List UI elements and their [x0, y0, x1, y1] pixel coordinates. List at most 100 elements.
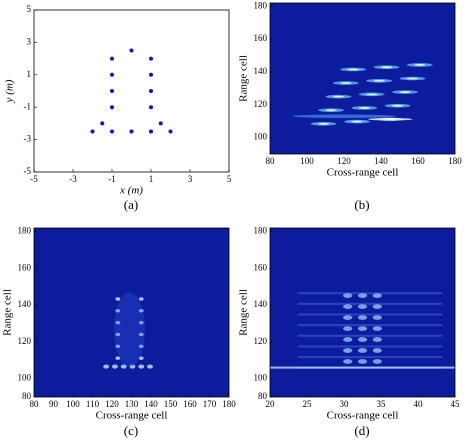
- image-blob: [112, 364, 118, 369]
- x-tick-label: -5: [30, 174, 38, 184]
- x-tick-label: 45: [451, 399, 461, 409]
- image-blob: [357, 348, 368, 353]
- y-tick-label: -1: [24, 101, 32, 111]
- image-blob: [373, 79, 385, 82]
- x-tick-label: 20: [266, 399, 276, 409]
- x-tick-label: 90: [49, 399, 59, 409]
- image-blob: [351, 120, 363, 123]
- image-blob: [357, 304, 368, 309]
- x-tick-label: -3: [69, 174, 77, 184]
- point: [149, 89, 153, 93]
- x-tick-label: 160: [183, 399, 197, 409]
- image-band: [297, 292, 443, 295]
- y-tick-label: 180: [18, 226, 32, 236]
- image-blob: [372, 304, 382, 309]
- x-axis-label: x (m): [119, 185, 143, 197]
- image-background: [270, 228, 455, 397]
- image-blob: [392, 104, 404, 107]
- image-content: [292, 63, 433, 126]
- image-band: [297, 313, 443, 316]
- x-tick-label: 1: [149, 174, 154, 184]
- x-tick-label: 160: [411, 156, 425, 166]
- image-blob: [372, 337, 382, 342]
- x-tick-label: 35: [377, 399, 387, 409]
- image-blob: [372, 348, 382, 353]
- y-tick-label: 80: [258, 391, 268, 401]
- point: [90, 129, 95, 134]
- y-axis-label: Range cell: [238, 55, 250, 102]
- x-axis-label: Cross-range cell: [327, 410, 399, 422]
- image-blob: [399, 91, 411, 93]
- image-blob: [292, 114, 396, 119]
- image-blob: [358, 107, 370, 109]
- image-blob: [115, 332, 121, 337]
- image-blob: [372, 315, 382, 320]
- x-tick-label: 30: [340, 399, 350, 409]
- image-blob: [103, 364, 110, 369]
- y-tick-label: 120: [254, 99, 268, 109]
- panel-caption: (a): [124, 197, 138, 212]
- image-blob: [115, 320, 121, 325]
- y-tick-label: -5: [24, 166, 32, 176]
- image-blob: [357, 337, 368, 342]
- image-band: [297, 324, 443, 327]
- y-tick-label: 180: [254, 226, 268, 236]
- point: [110, 72, 114, 77]
- plot-frame: [269, 227, 456, 398]
- y-tick-label: 160: [254, 262, 268, 272]
- point: [110, 56, 114, 61]
- point: [110, 129, 114, 134]
- y-axis-label: y (m): [4, 79, 16, 103]
- x-tick-label: 140: [144, 399, 158, 409]
- panel-caption: (b): [354, 197, 369, 212]
- image-band: [297, 345, 443, 348]
- x-tick-label: 120: [105, 399, 119, 409]
- plot-frame: [269, 2, 456, 155]
- x-tick-label: 100: [66, 399, 80, 409]
- image-blob: [318, 122, 330, 125]
- point: [149, 72, 153, 77]
- image-blob: [113, 292, 146, 367]
- x-tick-label: 40: [414, 399, 424, 409]
- image-blob: [138, 364, 145, 369]
- image-blob: [115, 344, 121, 348]
- x-tick-label: 5: [227, 174, 232, 184]
- x-tick-label: 3: [188, 174, 193, 184]
- image-band: [270, 366, 455, 369]
- image-blob: [368, 118, 413, 121]
- image-content: [270, 292, 455, 369]
- plot-frame: [33, 9, 230, 173]
- image-blob: [138, 332, 144, 337]
- image-blob: [357, 326, 368, 331]
- x-tick-label: 140: [374, 156, 388, 166]
- y-tick-label: 80: [22, 391, 32, 401]
- image-blob: [347, 68, 359, 71]
- image-blob: [406, 77, 419, 80]
- y-tick-label: 120: [254, 336, 268, 346]
- y-tick-label: 160: [254, 33, 268, 43]
- x-tick-label: 130: [125, 399, 139, 409]
- x-tick-label: 120: [337, 156, 351, 166]
- x-tick-label: 110: [86, 399, 100, 409]
- image-blob: [129, 364, 136, 369]
- image-blob: [115, 297, 121, 301]
- x-tick-label: 180: [448, 156, 462, 166]
- image-blob: [343, 326, 353, 331]
- point: [149, 56, 153, 61]
- image-background: [270, 3, 455, 154]
- point: [168, 129, 173, 134]
- image-blob: [357, 293, 368, 298]
- image-blob: [372, 293, 382, 298]
- x-tick-label: 80: [30, 399, 40, 409]
- image-blob: [343, 348, 353, 353]
- image-band: [297, 334, 443, 337]
- image-blob: [138, 356, 144, 360]
- point: [149, 129, 153, 134]
- x-tick-label: 150: [164, 399, 178, 409]
- x-tick-label: 25: [303, 399, 313, 409]
- image-blob: [357, 359, 368, 364]
- image-blob: [138, 320, 144, 325]
- y-tick-label: 3: [27, 36, 32, 46]
- image-band: [297, 356, 443, 359]
